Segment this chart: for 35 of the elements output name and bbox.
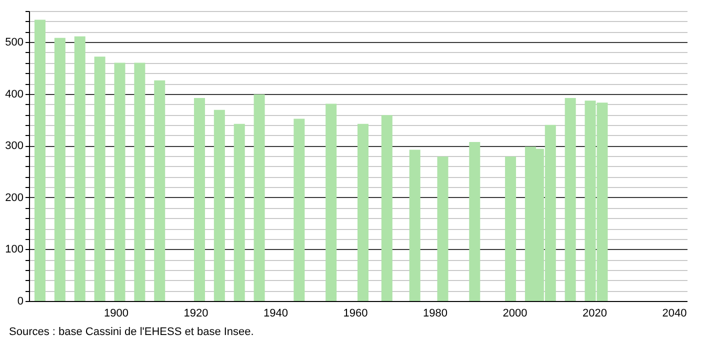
bar xyxy=(505,156,516,301)
bar xyxy=(564,98,576,301)
bar xyxy=(254,94,265,301)
x-tick-label: 2000 xyxy=(502,308,528,320)
bar xyxy=(134,62,146,301)
bar xyxy=(234,124,245,301)
bar xyxy=(357,124,368,301)
x-tick-label: 1960 xyxy=(343,308,368,320)
bar xyxy=(214,110,225,301)
bar xyxy=(381,115,392,301)
bar xyxy=(54,38,66,301)
y-tick-label: 400 xyxy=(5,88,24,100)
x-tick-label: 1940 xyxy=(264,308,288,320)
bar xyxy=(469,142,480,301)
x-tick-label: 1980 xyxy=(423,308,448,320)
x-tick-label: 2020 xyxy=(582,308,608,320)
source-note: Sources : base Cassini de l'EHESS et base Insee. xyxy=(9,326,254,338)
bar xyxy=(294,118,305,301)
bar xyxy=(114,62,126,301)
bar xyxy=(326,104,337,301)
x-tick-label: 1920 xyxy=(184,308,208,320)
bar xyxy=(34,20,46,301)
bar xyxy=(94,56,106,301)
bar xyxy=(194,98,205,301)
y-tick-label: 500 xyxy=(5,36,24,49)
y-tick-label: 100 xyxy=(5,244,24,256)
x-tick-label: 2040 xyxy=(662,308,687,320)
bar xyxy=(154,80,166,301)
bar xyxy=(74,36,86,301)
y-tick-label: 200 xyxy=(5,192,24,204)
bar xyxy=(409,150,420,301)
y-tick-label: 0 xyxy=(17,296,24,308)
x-tick-label: 1900 xyxy=(104,308,128,320)
bar xyxy=(437,156,448,301)
y-tick-label: 300 xyxy=(5,140,24,152)
